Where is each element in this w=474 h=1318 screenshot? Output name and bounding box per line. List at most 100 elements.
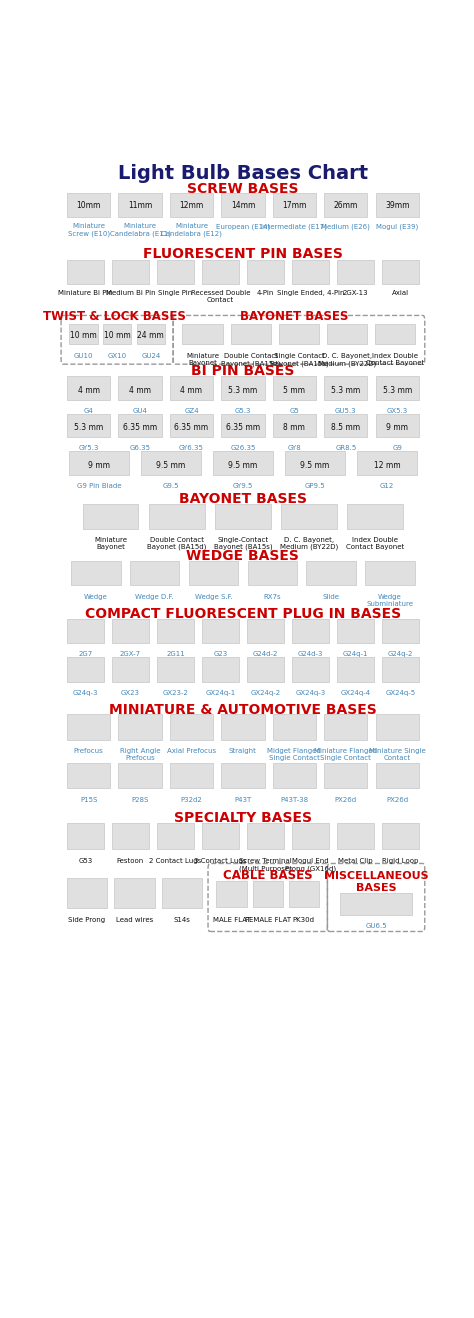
Text: Miniature
Candelabra (E12): Miniature Candelabra (E12) [161, 223, 222, 237]
Text: Single Contact
Bayonet (BA15s): Single Contact Bayonet (BA15s) [270, 353, 328, 366]
Text: G12: G12 [380, 482, 394, 489]
Text: P15S: P15S [80, 796, 97, 803]
Text: GU10: GU10 [73, 353, 93, 358]
FancyBboxPatch shape [375, 763, 419, 788]
FancyBboxPatch shape [382, 619, 419, 643]
Text: 10mm: 10mm [76, 200, 101, 210]
Text: G24q-2: G24q-2 [388, 651, 413, 658]
FancyBboxPatch shape [67, 714, 110, 739]
Text: Axial: Axial [392, 290, 409, 297]
Text: GP9.5: GP9.5 [305, 482, 325, 489]
Text: 8.5 mm: 8.5 mm [331, 423, 360, 432]
FancyBboxPatch shape [115, 878, 155, 908]
Text: 2GX-13: 2GX-13 [343, 290, 368, 297]
Text: FLUORESCENT PIN BASES: FLUORESCENT PIN BASES [143, 246, 343, 261]
Text: MISCELLANEOUS
BASES: MISCELLANEOUS BASES [324, 871, 428, 892]
Text: 39mm: 39mm [385, 200, 410, 210]
FancyBboxPatch shape [111, 658, 149, 681]
FancyBboxPatch shape [162, 878, 202, 908]
FancyBboxPatch shape [170, 377, 213, 399]
Text: 24 mm: 24 mm [137, 331, 164, 340]
FancyBboxPatch shape [69, 452, 129, 474]
FancyBboxPatch shape [273, 377, 316, 399]
Text: Recessed Double
Contact: Recessed Double Contact [191, 290, 250, 303]
Text: GU6.5: GU6.5 [365, 924, 387, 929]
Text: G5: G5 [290, 407, 299, 414]
FancyBboxPatch shape [170, 414, 213, 438]
Text: Midget Flanged
Single Contact: Midget Flanged Single Contact [267, 747, 321, 760]
FancyBboxPatch shape [273, 714, 316, 739]
FancyBboxPatch shape [111, 822, 149, 849]
Text: 6.35 mm: 6.35 mm [174, 423, 209, 432]
FancyBboxPatch shape [69, 324, 98, 344]
Text: GX24q-5: GX24q-5 [385, 689, 416, 696]
Text: RX7s: RX7s [264, 593, 281, 600]
Text: G24q-1: G24q-1 [343, 651, 368, 658]
Text: TWIST & LOCK BASES: TWIST & LOCK BASES [43, 310, 186, 323]
FancyBboxPatch shape [66, 658, 104, 681]
FancyBboxPatch shape [67, 878, 107, 908]
FancyBboxPatch shape [66, 619, 104, 643]
FancyBboxPatch shape [375, 414, 419, 438]
FancyBboxPatch shape [340, 892, 412, 915]
FancyBboxPatch shape [382, 260, 419, 283]
FancyBboxPatch shape [118, 714, 162, 739]
Text: Miniature
Bayonet: Miniature Bayonet [186, 353, 219, 366]
FancyBboxPatch shape [67, 763, 110, 788]
Text: G9 Pin Blade: G9 Pin Blade [77, 482, 121, 489]
FancyBboxPatch shape [118, 414, 162, 438]
FancyBboxPatch shape [292, 822, 329, 849]
FancyBboxPatch shape [347, 505, 403, 529]
FancyBboxPatch shape [292, 619, 329, 643]
Text: 2G11: 2G11 [166, 651, 185, 658]
Text: 5.3 mm: 5.3 mm [228, 386, 257, 394]
Text: GX24q-3: GX24q-3 [295, 689, 326, 696]
Text: Side Prong: Side Prong [68, 917, 105, 924]
Text: Medium (E26): Medium (E26) [321, 223, 370, 229]
Text: 2G7: 2G7 [78, 651, 92, 658]
FancyBboxPatch shape [156, 619, 194, 643]
Text: BI PIN BASES: BI PIN BASES [191, 364, 295, 378]
Text: PK30d: PK30d [293, 917, 315, 924]
Text: FEMALE FLAT: FEMALE FLAT [245, 917, 291, 924]
Text: 14mm: 14mm [231, 200, 255, 210]
Text: P43T-38: P43T-38 [280, 796, 309, 803]
Text: 4 mm: 4 mm [129, 386, 151, 394]
FancyBboxPatch shape [141, 452, 201, 474]
Text: SCREW BASES: SCREW BASES [187, 182, 299, 196]
Text: Wedge: Wedge [84, 593, 108, 600]
Text: P32d2: P32d2 [181, 796, 202, 803]
FancyBboxPatch shape [221, 714, 264, 739]
Text: 4-Pin: 4-Pin [257, 290, 274, 297]
FancyBboxPatch shape [247, 561, 297, 585]
FancyBboxPatch shape [375, 714, 419, 739]
FancyBboxPatch shape [292, 658, 329, 681]
FancyBboxPatch shape [217, 880, 247, 907]
FancyBboxPatch shape [231, 324, 271, 344]
Text: G24q-3: G24q-3 [73, 689, 98, 696]
Text: 12mm: 12mm [179, 200, 204, 210]
Text: G5.3: G5.3 [235, 407, 251, 414]
Text: GY5.3: GY5.3 [79, 445, 99, 451]
FancyBboxPatch shape [170, 714, 213, 739]
Text: MALE FLAT: MALE FLAT [213, 917, 250, 924]
FancyBboxPatch shape [273, 763, 316, 788]
FancyBboxPatch shape [83, 505, 138, 529]
Text: Miniature
Screw (E10): Miniature Screw (E10) [68, 223, 109, 237]
FancyBboxPatch shape [118, 192, 162, 217]
Text: 17mm: 17mm [282, 200, 307, 210]
Text: GX24q-2: GX24q-2 [250, 689, 281, 696]
FancyBboxPatch shape [246, 658, 284, 681]
Text: Miniature Single
Contact: Miniature Single Contact [369, 747, 426, 760]
Text: G9: G9 [392, 445, 402, 451]
FancyBboxPatch shape [103, 324, 131, 344]
FancyBboxPatch shape [279, 324, 319, 344]
FancyBboxPatch shape [337, 260, 374, 283]
Text: G23: G23 [213, 651, 228, 658]
Text: GU24: GU24 [141, 353, 160, 358]
Text: 9.5 mm: 9.5 mm [228, 461, 257, 469]
Text: 9 mm: 9 mm [386, 423, 408, 432]
Text: G6.35: G6.35 [129, 445, 151, 451]
FancyBboxPatch shape [170, 763, 213, 788]
FancyBboxPatch shape [71, 561, 121, 585]
